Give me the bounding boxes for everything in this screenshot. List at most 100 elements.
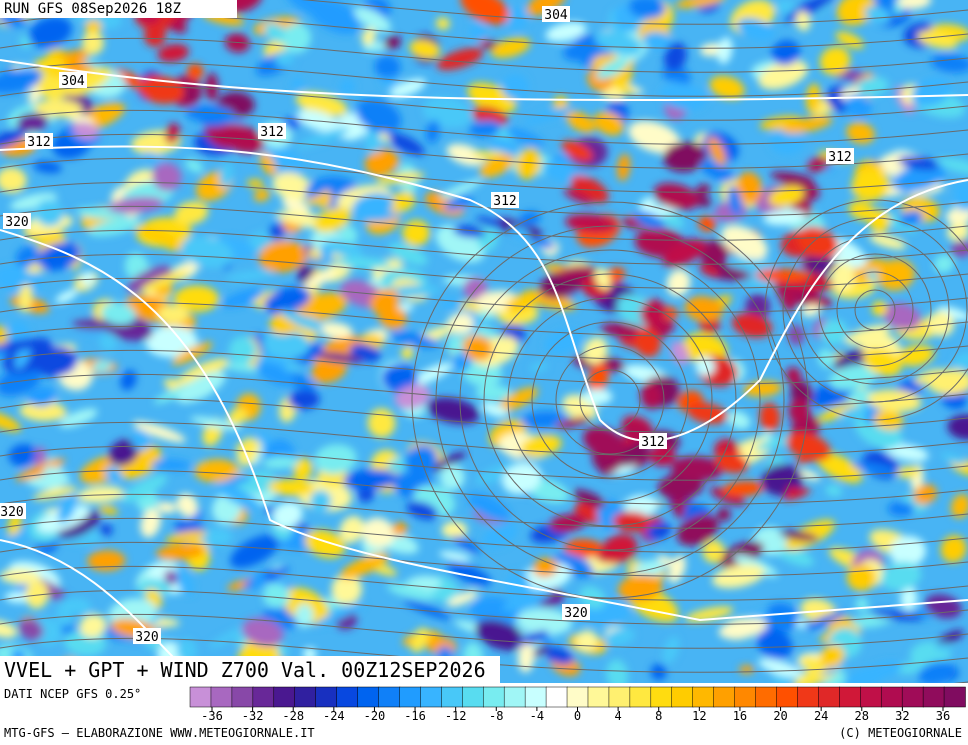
field-blob [889,535,926,567]
field-blob [758,60,808,90]
field-blob [884,443,929,462]
streamline [0,229,968,265]
field-blob [384,284,441,298]
field-blob [439,551,471,562]
field-blob [251,572,266,590]
field-blob [702,539,725,563]
field-blob [933,254,955,273]
field-blob [228,336,257,364]
contour-label-box [562,604,590,620]
field-blob [340,552,390,579]
field-blob [796,226,839,258]
field-blob [476,216,503,229]
field-blob [258,240,308,273]
field-blob [763,209,806,226]
field-blob [157,501,177,514]
streamline [0,421,968,457]
field-blob [877,259,915,291]
field-blob [565,213,617,233]
field-blob [356,98,402,134]
field-blob [700,240,727,270]
field-blob [37,242,81,271]
colorbar-swatch [713,686,736,708]
field-blob [570,175,609,204]
field-blob [100,302,136,325]
field-blob [185,104,236,124]
field-blob [774,0,797,14]
field-blob [695,195,712,208]
field-blob [0,410,22,432]
streamline [0,445,968,481]
field-blob [844,665,887,683]
colorbar-swatch [608,686,631,708]
field-blob [383,35,402,50]
colorbar-swatch [818,686,841,708]
colorbar-swatch [650,686,673,708]
field-blob [339,78,356,95]
field-blob [899,210,924,226]
field-blob [727,185,742,216]
field-blob [259,152,277,177]
field-blob [677,514,719,546]
field-blob [447,590,479,607]
field-blob [732,313,773,338]
streamline [507,297,713,503]
field-blob [376,172,425,185]
field-blob [606,659,629,683]
field-blob [446,143,485,166]
colorbar-tick-label: 32 [895,709,909,723]
field-blob [313,207,352,233]
field-blob [381,364,418,393]
field-blob [887,501,915,517]
field-blob [533,237,555,250]
field-blob [28,16,72,48]
contour-label-box [258,123,286,139]
streamline [459,249,761,551]
field-blob [82,30,104,55]
colorbar-swatch [943,686,966,708]
field-blob [194,459,239,483]
field-blob [401,347,414,360]
colorbar-swatch [524,686,547,708]
field-blob [717,37,733,64]
field-blob [563,539,605,558]
colorbar-tick-label: -20 [364,709,386,723]
field-blob [296,127,350,149]
streamline [0,181,968,217]
field-blob [480,403,509,417]
streamline [836,271,914,349]
field-blob [804,611,846,630]
field-blob [140,270,190,292]
field-blob [758,658,804,678]
field-blob [290,77,305,90]
contour-line [0,145,968,442]
field-blob [896,466,921,479]
field-blob [257,362,295,387]
contour-label: 320 [564,606,587,621]
field-blob [918,661,956,683]
colorbar-tick-label: -24 [323,709,345,723]
field-blob [672,493,686,519]
streamline [854,289,896,331]
field-blob [33,160,63,174]
field-blob [164,123,180,144]
field-blob [317,352,364,364]
field-blob [215,483,262,510]
title-box [0,656,500,683]
field-blob [311,358,347,384]
colorbar-tick-label: -8 [489,709,503,723]
field-blob [561,140,593,162]
colorbar-tick-label: -16 [404,709,426,723]
field-blob [787,324,805,346]
contour-label-box [639,433,667,449]
field-blob [863,348,902,377]
contour-label: 312 [493,194,516,209]
field-blob [469,120,502,137]
streamline [0,61,968,97]
field-blob [769,128,806,155]
field-blob [951,493,968,519]
field-blob [470,22,487,42]
colorbar-tick-label: 16 [733,709,747,723]
field-blob [698,215,717,232]
